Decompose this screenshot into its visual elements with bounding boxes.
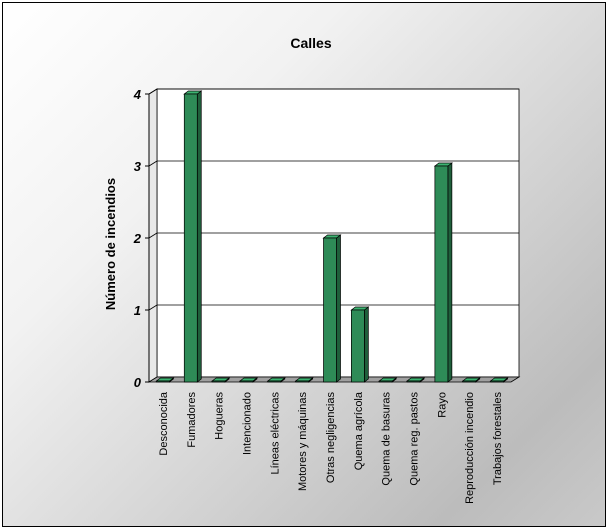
bar-front xyxy=(323,237,337,383)
bar xyxy=(433,162,453,383)
bar-front xyxy=(156,380,170,383)
bar xyxy=(350,306,370,383)
bar xyxy=(211,377,231,383)
bar-front xyxy=(462,380,477,383)
bar-chart: 0 1 2 3 4 Desconocida Fumadores Hogueras Intenc… xyxy=(103,35,521,504)
bar-side xyxy=(336,234,341,383)
chart-frame: 0 1 2 3 4 Desconocida Fumadores Hogueras Intenc… xyxy=(2,2,606,527)
x-tick-label: Intencionado xyxy=(241,392,253,455)
x-tick-label: Desconocida xyxy=(158,391,170,455)
gridline-depth xyxy=(148,304,158,311)
bar xyxy=(183,90,203,383)
x-tick-label: Quema agrícola xyxy=(353,391,365,470)
y-tick-label: 2 xyxy=(133,231,142,246)
bar-front xyxy=(295,380,310,383)
y-tick-label: 4 xyxy=(133,87,142,102)
bar xyxy=(155,377,175,383)
bar xyxy=(405,377,426,383)
bar-front xyxy=(350,309,365,383)
bar-side xyxy=(363,306,369,383)
bar xyxy=(461,377,481,383)
y-tick-label: 3 xyxy=(134,159,142,174)
y-tick-label: 0 xyxy=(134,375,142,390)
bar-front xyxy=(434,165,449,383)
bar-front xyxy=(378,380,393,383)
x-tick-label: Trabajos forestales xyxy=(492,392,504,486)
x-tick-label: Quema reg. pastos xyxy=(409,392,421,486)
chart-title: Calles xyxy=(290,35,331,51)
bar-front xyxy=(211,380,226,383)
x-tick-label: Reproducción incendio xyxy=(464,392,476,504)
bar-front xyxy=(183,93,198,383)
bar-side xyxy=(196,90,202,383)
x-tick-label: Quema de basuras xyxy=(381,392,393,486)
gridline-depth xyxy=(148,160,158,167)
gridline-depth xyxy=(148,88,158,95)
bar xyxy=(322,234,342,383)
bar xyxy=(266,377,286,383)
x-tick-label: Otras negligencias xyxy=(325,392,337,484)
y-axis-label: Número de incendios xyxy=(103,178,118,310)
x-tick-label: Fumadores xyxy=(186,392,198,448)
bar xyxy=(294,377,314,383)
bar xyxy=(489,377,509,383)
bar-front xyxy=(490,380,504,383)
x-tick-label: Rayo xyxy=(436,392,448,418)
x-tick-label: Motores y máquinas xyxy=(297,392,309,492)
bar-side xyxy=(447,162,453,383)
x-tick-label: Líneas eléctricas xyxy=(269,392,281,475)
y-tick-label: 1 xyxy=(134,303,141,318)
bar xyxy=(378,377,398,383)
bar-front xyxy=(406,380,421,383)
bar-front xyxy=(267,380,282,383)
bar-front xyxy=(239,380,254,383)
gridline-depth xyxy=(148,232,158,239)
bar xyxy=(238,377,259,383)
x-tick-label: Hogueras xyxy=(214,392,226,440)
